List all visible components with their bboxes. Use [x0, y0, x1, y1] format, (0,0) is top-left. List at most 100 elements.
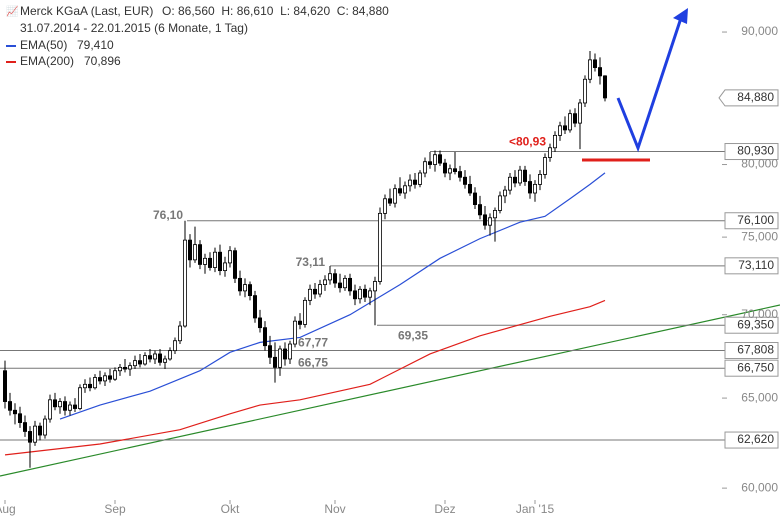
candle-body: [523, 169, 528, 182]
candle-body: [578, 102, 583, 124]
y-tick-label: 60,000: [741, 480, 778, 494]
level-box: [724, 212, 779, 230]
level-note: 67,77: [298, 336, 328, 350]
y-tick-label: 90,000: [741, 24, 778, 38]
candle-body: [347, 277, 352, 292]
candle-body: [202, 257, 207, 265]
candle-body: [432, 154, 437, 165]
candle-body: [113, 370, 118, 380]
candle-body: [78, 387, 83, 409]
candle-body: [518, 169, 523, 184]
level-box: [724, 257, 779, 275]
candle-body: [217, 251, 222, 272]
level-note: 66,75: [298, 355, 328, 369]
x-tick-label: Nov: [324, 502, 345, 516]
candle-body: [377, 212, 382, 282]
level-label: 67,808: [737, 343, 774, 357]
candle-body: [332, 273, 337, 284]
candle-body: [513, 176, 518, 184]
candle-body: [152, 353, 157, 360]
level-note: 73,11: [296, 255, 326, 269]
candle-body: [497, 195, 502, 211]
candle-body: [242, 284, 247, 292]
last-price-label: 84,880: [737, 90, 774, 104]
candle-body: [357, 288, 362, 300]
candle-body: [247, 284, 252, 297]
candle-body: [182, 239, 187, 327]
candle-body: [302, 299, 307, 325]
candle-body: [322, 279, 327, 286]
candle-body: [3, 370, 8, 402]
candle-body: [212, 251, 217, 268]
candle-body: [267, 345, 272, 358]
candle-body: [603, 75, 608, 99]
legend-value: 79,410: [77, 38, 114, 52]
level-box: [724, 316, 779, 334]
candle-body: [477, 204, 482, 216]
legend-value: 70,896: [84, 54, 121, 68]
candle-body: [553, 134, 558, 149]
y-tick-label: 65,000: [741, 390, 778, 404]
candle-body: [157, 353, 162, 363]
candle-body: [492, 210, 497, 219]
y-tick-label: 70,000: [741, 307, 778, 321]
level-label: 80,930: [737, 144, 774, 158]
candle-body: [38, 425, 43, 436]
candle-body: [548, 147, 553, 158]
x-tick-label: Dez: [434, 502, 455, 516]
candle-body: [487, 217, 492, 226]
legend: 📈 Merck KGaA (Last, EUR) O: 86,560 H: 86…: [6, 4, 389, 68]
candle-body: [538, 174, 543, 185]
level-label: 73,110: [738, 258, 774, 272]
trend-line: [0, 304, 780, 477]
candle-body: [583, 78, 588, 104]
candle-body: [528, 181, 533, 194]
level-box: [724, 359, 779, 377]
candle-body: [543, 157, 548, 175]
candle-body: [17, 413, 22, 423]
forecast-arrow: [616, 17, 683, 153]
candle-body: [352, 290, 357, 300]
candle-body: [568, 113, 573, 131]
candle-body: [462, 176, 467, 185]
level-note: 69,35: [398, 328, 428, 342]
candle-body: [392, 188, 397, 204]
candle-body: [27, 431, 32, 443]
subtitle: 31.07.2014 - 22.01.2015 (6 Monate, 1 Tag…: [20, 21, 248, 35]
candle-body: [427, 161, 432, 165]
candle-body: [252, 295, 257, 319]
candle-body: [63, 401, 68, 411]
candle-body: [103, 375, 108, 382]
candle-body: [573, 113, 578, 124]
candle-body: [262, 327, 267, 347]
candle-body: [12, 409, 17, 415]
candle-body: [382, 198, 387, 214]
candle-body: [277, 348, 282, 368]
candle-body: [372, 281, 377, 292]
candle-body: [118, 366, 123, 372]
candle-body: [33, 425, 38, 443]
candle-body: [593, 59, 598, 68]
level-note: 76,10: [153, 208, 183, 222]
candle-body: [317, 284, 322, 295]
candle-body: [397, 188, 402, 194]
candle-body: [297, 320, 302, 325]
x-tick-label: Aug: [0, 502, 16, 516]
quote: O: 86,560 H: 86,610 L: 84,620 C: 84,880: [162, 4, 389, 18]
candle-body: [342, 277, 347, 289]
candle-body: [147, 355, 152, 360]
candle-body: [58, 401, 63, 408]
candle-body: [307, 288, 312, 301]
candle-body: [287, 343, 292, 360]
candle-body: [412, 179, 417, 185]
candle-body: [337, 282, 342, 289]
ema-line: [59, 172, 606, 420]
candle-body: [387, 198, 392, 204]
x-tick-label: Sep: [104, 502, 126, 516]
ema-line: [4, 299, 606, 456]
candle-body: [108, 375, 113, 380]
candle-body: [132, 360, 137, 367]
legend-label: EMA(200): [20, 54, 74, 68]
candle-body: [502, 189, 507, 197]
level-label: 62,620: [737, 432, 774, 446]
